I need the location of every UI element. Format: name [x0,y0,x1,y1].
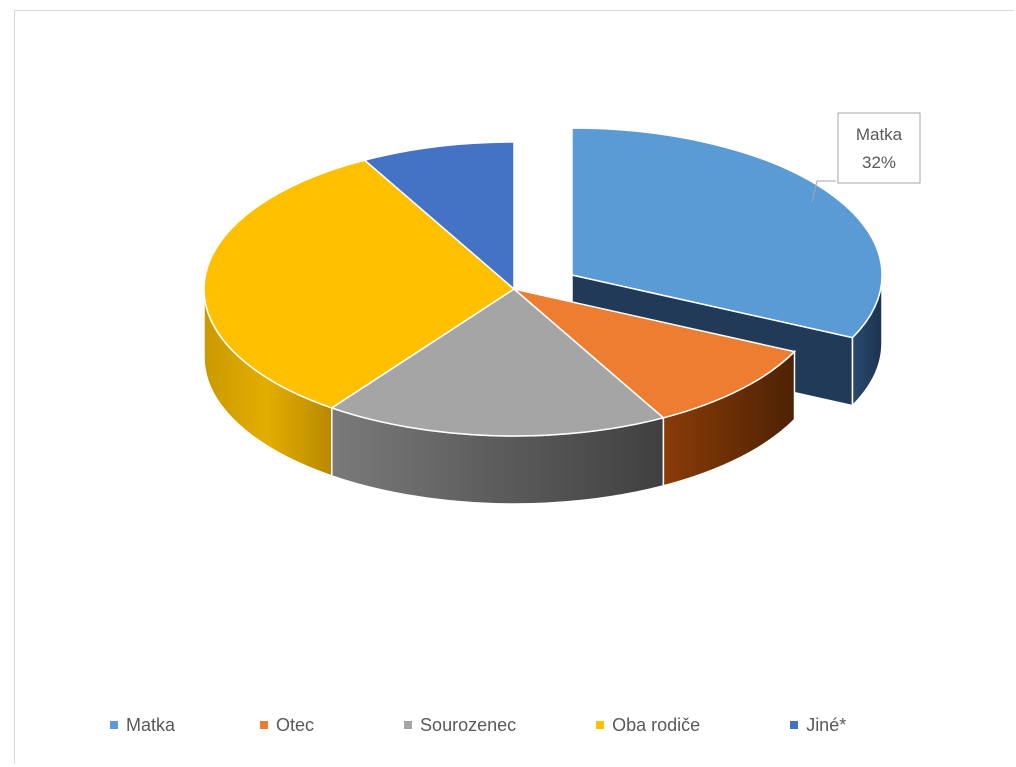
legend-swatch-sourozenec [404,721,413,729]
legend-item-jine: Jiné* [790,715,846,736]
legend-label-jine: Jiné* [806,714,847,735]
callout-value: 32% [862,153,896,172]
legend-swatch-oba-rodice [596,721,605,729]
legend-item-sourozenec: Sourozenec [404,715,516,736]
slice-matka [571,127,883,339]
legend: Matka Otec Sourozenec Oba rodiče Jiné* [110,712,990,738]
legend-swatch-otec [260,721,269,729]
legend-item-oba-rodice: Oba rodiče [596,715,700,736]
legend-item-matka: Matka [110,715,175,736]
legend-swatch-matka [110,721,118,729]
callout-box [837,112,921,184]
callout-label: Matka [856,125,903,144]
data-label-matka: Matka 32% [811,112,921,203]
legend-item-otec: Otec [260,715,314,736]
slice-sourozenec [330,288,665,437]
legend-swatch-jine [790,721,799,729]
slice-oba-rodice [203,159,516,409]
callout-leader [811,180,836,203]
legend-label-otec: Otec [276,714,315,735]
slice-jine [363,141,515,291]
legend-label-oba-rodice: Oba rodiče [612,714,701,735]
legend-label-matka: Matka [126,714,176,735]
legend-label-sourozenec: Sourozenec [420,714,517,735]
slice-otec [513,288,796,419]
